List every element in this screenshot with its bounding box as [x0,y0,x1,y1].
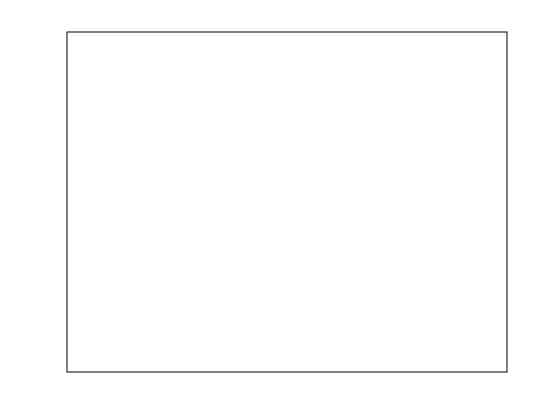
axes-box [66,31,508,373]
